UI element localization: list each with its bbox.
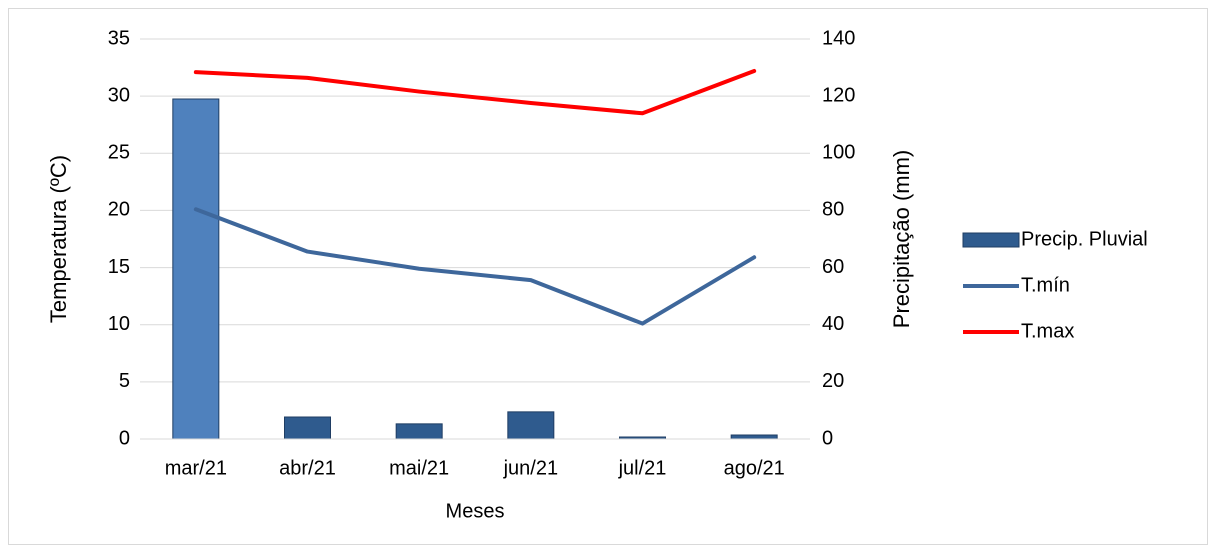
bar <box>730 434 778 440</box>
x-tick-label: abr/21 <box>279 457 336 479</box>
line <box>193 207 757 326</box>
y-axis-label: Temperatura (ºC) <box>46 155 71 323</box>
bar <box>172 98 220 440</box>
y2-axis-label: Precipitação (mm) <box>889 150 914 328</box>
y-tick-label: 5 <box>119 370 130 392</box>
legend-label: T.max <box>1021 320 1074 342</box>
y-tick-label: 25 <box>108 142 130 164</box>
y2-tick-label: 40 <box>822 313 844 335</box>
y2-tick-label: 100 <box>822 142 855 164</box>
y-tick-label: 15 <box>108 256 130 278</box>
y-tick-label: 35 <box>108 27 130 49</box>
legend-label: T.mín <box>1021 274 1070 296</box>
bar <box>395 423 443 440</box>
legend-swatch <box>962 232 1020 248</box>
line <box>193 69 757 116</box>
y2-tick-label: 60 <box>822 256 844 278</box>
bar <box>507 411 555 440</box>
legend-label: Precip. Pluvial <box>1021 228 1148 250</box>
x-tick-label: mar/21 <box>165 457 227 479</box>
y2-tick-label: 80 <box>822 199 844 221</box>
y2-tick-label: 120 <box>822 84 855 106</box>
x-tick-label: jun/21 <box>503 457 559 479</box>
bar <box>284 416 331 440</box>
y2-tick-label: 0 <box>822 427 833 449</box>
y-tick-label: 20 <box>108 199 130 221</box>
y2-tick-label: 140 <box>822 27 855 49</box>
y-tick-label: 10 <box>108 313 130 335</box>
y-tick-label: 30 <box>108 84 130 106</box>
y2-tick-label: 20 <box>822 370 844 392</box>
x-tick-label: jul/21 <box>618 457 667 479</box>
x-tick-label: ago/21 <box>724 457 785 479</box>
y-tick-label: 0 <box>119 427 130 449</box>
x-axis-label: Meses <box>446 500 505 522</box>
x-tick-label: mai/21 <box>389 457 449 479</box>
